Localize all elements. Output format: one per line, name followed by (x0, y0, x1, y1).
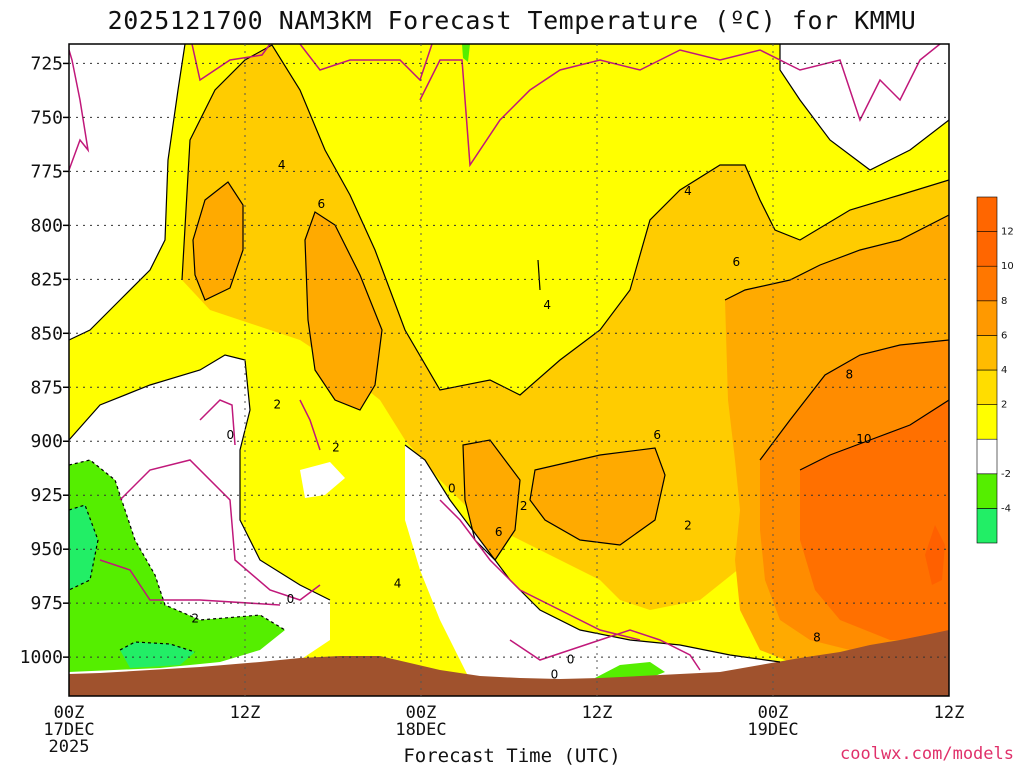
colorbar-swatch (976, 231, 998, 267)
contour-label: 6 (495, 525, 503, 539)
band-neg4-neg2 (69, 460, 285, 672)
x-axis-title: Forecast Time (UTC) (403, 745, 621, 767)
band-neg6-neg4-b (120, 642, 195, 668)
band-0-2-patch (300, 462, 345, 498)
contour-label: 6 (653, 428, 661, 442)
band-neg4-neg2-top (462, 44, 470, 62)
y-tick-label: 925 (30, 485, 63, 506)
contour-label: 2 (273, 398, 281, 412)
contour-label: 0 (551, 667, 559, 681)
y-tick-label: 1000 (20, 647, 63, 668)
colorbar-swatch (976, 438, 998, 475)
colorbar-label: 6 (1001, 330, 1007, 341)
y-tick-label: 775 (30, 161, 63, 182)
x-tick-label-day: 19DEC (747, 720, 798, 740)
colorbar-swatch (976, 265, 998, 302)
band-0-2-top-right (780, 44, 949, 170)
colorbar-label: 8 (1001, 296, 1007, 307)
contour-label: 0 (287, 592, 295, 606)
x-tick-label-hour: 00Z (758, 703, 789, 723)
x-tick-label-hour: 12Z (934, 703, 965, 723)
contours-zero (69, 44, 941, 671)
band-6-8-lower-mid (463, 440, 665, 560)
colorbar: -4 -2 2 4 6 8 10 12 (976, 196, 1014, 544)
x-tick-label-hour: 00Z (406, 703, 437, 723)
plot-frame (68, 43, 950, 697)
contours-dashed (69, 459, 286, 653)
x-tick-label-hour: 12Z (582, 703, 613, 723)
grid (63, 44, 949, 696)
x-tick-label-year: 2025 (49, 737, 90, 757)
colorbar-swatch (976, 473, 998, 509)
contour-label: 0 (227, 428, 235, 442)
y-tick-label: 825 (30, 269, 63, 290)
contour-label: 2 (684, 518, 692, 532)
x-tick-label-hour: 00Z (54, 703, 85, 723)
band-0-2-low-mid (405, 445, 820, 696)
band-10-12 (800, 400, 949, 640)
y-tick-label: 975 (30, 593, 63, 614)
contour-label: 4 (543, 298, 551, 312)
contour-label: 10 (856, 432, 871, 446)
colorbar-label: 10 (1001, 261, 1014, 272)
colorbar-label: -4 (1001, 503, 1011, 514)
colorbar-swatch (976, 300, 998, 336)
contour-label: 4 (394, 577, 402, 591)
contour-label: 6 (733, 255, 741, 269)
colorbar-label: -2 (1001, 469, 1011, 480)
terrain (69, 630, 949, 696)
y-axis-labels: 725 750 775 800 825 850 875 900 925 950 975 1000 (20, 53, 63, 668)
contour-label: 0 (448, 482, 456, 496)
colorbar-swatch (976, 369, 998, 405)
x-tick-label-hour: 12Z (230, 703, 261, 723)
contour-label: 2 (191, 611, 199, 625)
y-tick-label: 850 (30, 323, 63, 344)
band-0-2-top-left (69, 44, 185, 340)
contour-label: 6 (317, 197, 325, 211)
y-tick-label: 875 (30, 377, 63, 398)
colorbar-swatch (976, 335, 998, 371)
colorbar-swatch (976, 404, 998, 440)
y-tick-label: 950 (30, 539, 63, 560)
colorbar-label: 2 (1001, 400, 1007, 411)
y-tick-label: 800 (30, 215, 63, 236)
contour-label: 8 (813, 631, 821, 645)
plot-area (69, 44, 949, 696)
x-tick-label-day: 18DEC (395, 720, 446, 740)
contour-label: 4 (684, 184, 692, 198)
contours-black (69, 44, 949, 663)
colorbar-label: 12 (1001, 227, 1014, 238)
contour-label: 4 (278, 158, 286, 172)
contour-label: 8 (845, 367, 853, 381)
band-12-14 (925, 525, 945, 585)
y-tick-label: 750 (30, 107, 63, 128)
contour-label: 2 (520, 499, 528, 513)
colorbar-swatch (976, 196, 998, 232)
colorbar-label: 4 (1001, 365, 1007, 376)
y-tick-label: 725 (30, 53, 63, 74)
band-neg6-neg4-a (69, 505, 98, 590)
credit-text[interactable]: coolwx.com/models (840, 744, 1014, 764)
chart-title: 2025121700 NAM3KM Forecast Temperature (… (107, 6, 917, 35)
band-6-8-upper-mid (305, 212, 382, 410)
contour-label: 0 (567, 652, 575, 666)
contour-label: 2 (332, 441, 340, 455)
x-tick-label-day: 17DEC (43, 720, 94, 740)
colorbar-swatch (976, 508, 998, 544)
band-6-8-upper-left (193, 182, 243, 300)
y-tick-label: 900 (30, 431, 63, 452)
